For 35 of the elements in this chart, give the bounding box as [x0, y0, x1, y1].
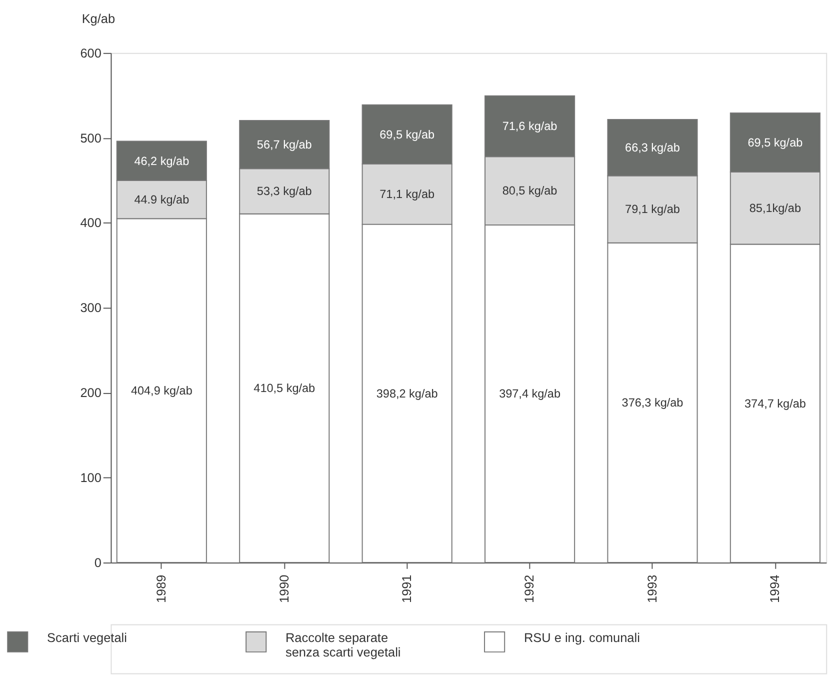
data-label: 410,5 kg/ab	[254, 382, 316, 396]
data-label: 85,1kg/ab	[749, 202, 802, 216]
legend-label: Raccolte separate senza scarti vegetali	[286, 630, 401, 660]
data-label: 53,3 kg/ab	[256, 185, 312, 198]
x-tick-label: 1994	[767, 574, 782, 604]
x-tick-label: 1992	[522, 574, 537, 604]
data-label: 71,6 kg/ab	[502, 120, 558, 134]
legend-label: RSU e ing. comunali	[524, 630, 640, 645]
y-tick-label: 600	[80, 45, 102, 60]
data-label: 404,9 kg/ab	[130, 384, 193, 398]
y-tick-label: 500	[80, 130, 102, 146]
x-tick-label: 1989	[154, 574, 169, 604]
data-label: 69,5 kg/ab	[380, 128, 435, 142]
data-label: 56,7 kg/ab	[256, 138, 312, 152]
y-tick-label: 200	[80, 385, 102, 400]
data-label: 66,3 kg/ab	[625, 142, 680, 155]
y-tick-label: 100	[80, 470, 102, 485]
legend-label: Scarti vegetali	[47, 630, 127, 645]
data-label: 398,2 kg/ab	[376, 387, 438, 400]
data-label: 71,1 kg/ab	[380, 188, 435, 202]
data-label: 376,3 kg/ab	[622, 396, 684, 410]
data-label: 374,7 kg/ab	[744, 397, 806, 410]
x-tick-label: 1993	[644, 574, 660, 604]
y-axis-title: Kg/ab	[82, 11, 116, 26]
y-tick-label: 400	[80, 215, 102, 230]
x-tick-label: 1991	[398, 574, 414, 604]
data-label: 80,5 kg/ab	[502, 184, 558, 198]
y-tick-label: 0	[94, 554, 102, 570]
data-label: 397,4 kg/ab	[499, 388, 561, 401]
data-label: 69,5 kg/ab	[748, 136, 804, 150]
x-tick-label: 1990	[276, 574, 292, 604]
data-label: 44.9 kg/ab	[134, 193, 190, 206]
data-label: 46,2 kg/ab	[134, 154, 190, 168]
y-tick-label: 300	[80, 300, 102, 316]
data-label: 79,1 kg/ab	[625, 203, 680, 216]
